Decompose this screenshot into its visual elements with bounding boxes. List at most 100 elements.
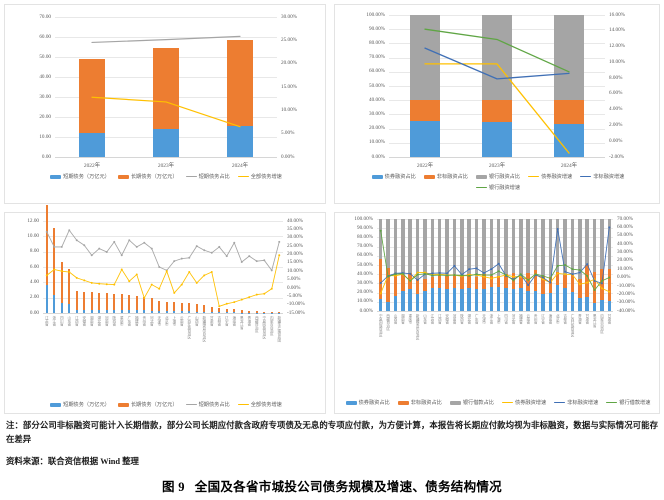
bar-segment — [570, 292, 575, 311]
legend-swatch — [528, 175, 540, 178]
y2-axis-tick-label: -10.00% — [287, 301, 305, 308]
bar-segment — [563, 219, 567, 276]
y2-axis-tick-label: 5.00% — [287, 276, 301, 283]
chart-legend: 短期债务（万亿元） 长期债务（万亿元） 短期债务占比 全部债务增速 — [5, 173, 327, 180]
bar-segment — [600, 268, 604, 301]
bar-segment — [482, 273, 486, 290]
bar-segment — [504, 219, 508, 275]
bar-segment — [563, 275, 567, 288]
x-axis-tick-label: 新疆维吾尔自治区 — [202, 316, 207, 342]
bar-segment — [423, 278, 427, 292]
y2-axis-tick-label: 70.00% — [617, 215, 633, 222]
bar-segment — [511, 219, 516, 273]
legend-item: 非标融资占比 — [423, 173, 468, 180]
x-axis-tick-label: 2023年 — [157, 163, 175, 169]
legend-label: 短期债务占比 — [198, 174, 230, 180]
legend-label: 非标融资增速 — [593, 174, 625, 180]
bar-segment — [467, 274, 471, 288]
bar-segment — [53, 227, 56, 296]
chart-legend: 短期债务（万亿元） 长期债务（万亿元） 短期债务占比 全部债务增速 — [5, 401, 327, 408]
x-axis-tick-label: 河南省 — [105, 316, 110, 326]
legend-item: 银行融资占比 — [475, 173, 520, 180]
x-axis-tick-label: 青海省 — [247, 316, 252, 326]
chart-province-debt-structure: 0.00% 10.00% 20.00% 30.00% 40.00% 50.00% 60.00… — [334, 212, 660, 414]
y2-axis-tick-label: -40.00% — [617, 307, 635, 314]
legend-swatch — [397, 400, 409, 405]
legend-item: 全部债务增速 — [237, 173, 282, 180]
bar-segment — [482, 121, 512, 157]
x-axis-tick-label: 浙江省 — [52, 316, 57, 326]
bar-segment — [578, 219, 582, 279]
bar-segment — [445, 275, 449, 290]
y2-axis-tick-label: -10.00% — [617, 282, 635, 289]
legend-item: 非标融资增速 — [554, 399, 598, 406]
legend-label: 银行借款占比 — [462, 400, 494, 406]
y2-axis-tick-label: 0.00% — [609, 137, 623, 144]
bar-segment — [255, 311, 258, 313]
bar-segment — [607, 219, 611, 269]
x-axis-tick-label: 云南省 — [526, 314, 531, 324]
x-axis-tick-label: 山西省 — [394, 314, 399, 324]
x-axis-tick-label: 安徽省 — [445, 314, 450, 324]
x-axis-tick-label: 河北省 — [512, 314, 517, 324]
x-axis-tick-label: 安徽省 — [82, 316, 87, 326]
legend-item: 非标融资占比 — [397, 399, 442, 406]
bar-segment — [386, 301, 390, 311]
bar-segment — [415, 219, 420, 279]
bar-segment — [555, 219, 560, 273]
x-axis-tick-label: 贵州省 — [142, 316, 147, 326]
y2-axis-tick-label: 10.00% — [281, 106, 297, 113]
bar-segment — [519, 219, 523, 276]
legend-swatch — [606, 401, 618, 404]
bar-segment — [541, 275, 545, 294]
y2-axis-tick-label: 20.00% — [287, 251, 303, 258]
bar-segment — [460, 274, 464, 289]
y-axis-tick-label: 70.00 — [39, 13, 51, 20]
x-axis-tick-label: 新疆生产建设兵团 — [277, 316, 282, 342]
bar-segment — [607, 268, 611, 302]
y2-axis-tick-label: 30.00% — [617, 249, 633, 256]
x-axis-tick-label: 2024年 — [231, 163, 249, 169]
bar-segment — [430, 287, 434, 311]
bar-segment — [578, 278, 582, 299]
y-axis-tick-label: 100.00% — [366, 11, 385, 18]
legend-swatch — [50, 174, 62, 179]
bar-segment — [519, 275, 523, 288]
x-axis-tick-label: 海南省 — [548, 314, 553, 324]
bar-segment — [98, 292, 101, 310]
bar-segment — [105, 309, 108, 313]
legend-swatch — [423, 174, 435, 179]
y-axis-tick-label: 20.00% — [369, 125, 385, 132]
bar-segment — [541, 293, 545, 311]
y2-axis-tick-label: 35.00% — [287, 225, 303, 232]
bar-segment — [430, 219, 434, 277]
bar-segment — [105, 292, 108, 310]
bar-segment — [195, 311, 198, 313]
bar-segment — [153, 47, 179, 129]
y2-axis-tick-label: 30.00% — [281, 13, 297, 20]
x-axis-tick-label: 甘肃省 — [585, 314, 590, 324]
bar-segment — [79, 58, 105, 133]
bar-segment — [474, 276, 479, 289]
y-axis-tick-label: 30.00% — [369, 111, 385, 117]
bar-segment — [120, 294, 123, 310]
x-axis-tick-label: 山西省 — [195, 316, 200, 326]
legend-label: 银行借款增速 — [619, 400, 651, 406]
x-axis-tick-label: 西藏自治区 — [386, 314, 391, 330]
legend-label: 全部债务增速 — [250, 402, 282, 408]
bar-segment — [467, 219, 471, 275]
bar-segment — [600, 219, 604, 269]
bar-segment — [408, 272, 412, 289]
figure-number: 图 9 — [162, 480, 185, 494]
y-axis-tick-label: 0.00 — [41, 153, 51, 160]
bar-segment — [233, 309, 236, 313]
legend-swatch — [237, 403, 249, 406]
legend-item: 全部债务增速 — [237, 401, 282, 408]
bar-segment — [158, 311, 161, 313]
bar-segment — [555, 284, 560, 311]
x-axis-tick-label: 辽宁省 — [541, 314, 546, 324]
y2-axis-tick-label: 0.00% — [287, 284, 301, 291]
y-axis-tick-label: 100.00% — [354, 215, 373, 222]
bar-segment — [585, 219, 589, 265]
x-axis-tick-label: 天津市 — [157, 316, 162, 326]
